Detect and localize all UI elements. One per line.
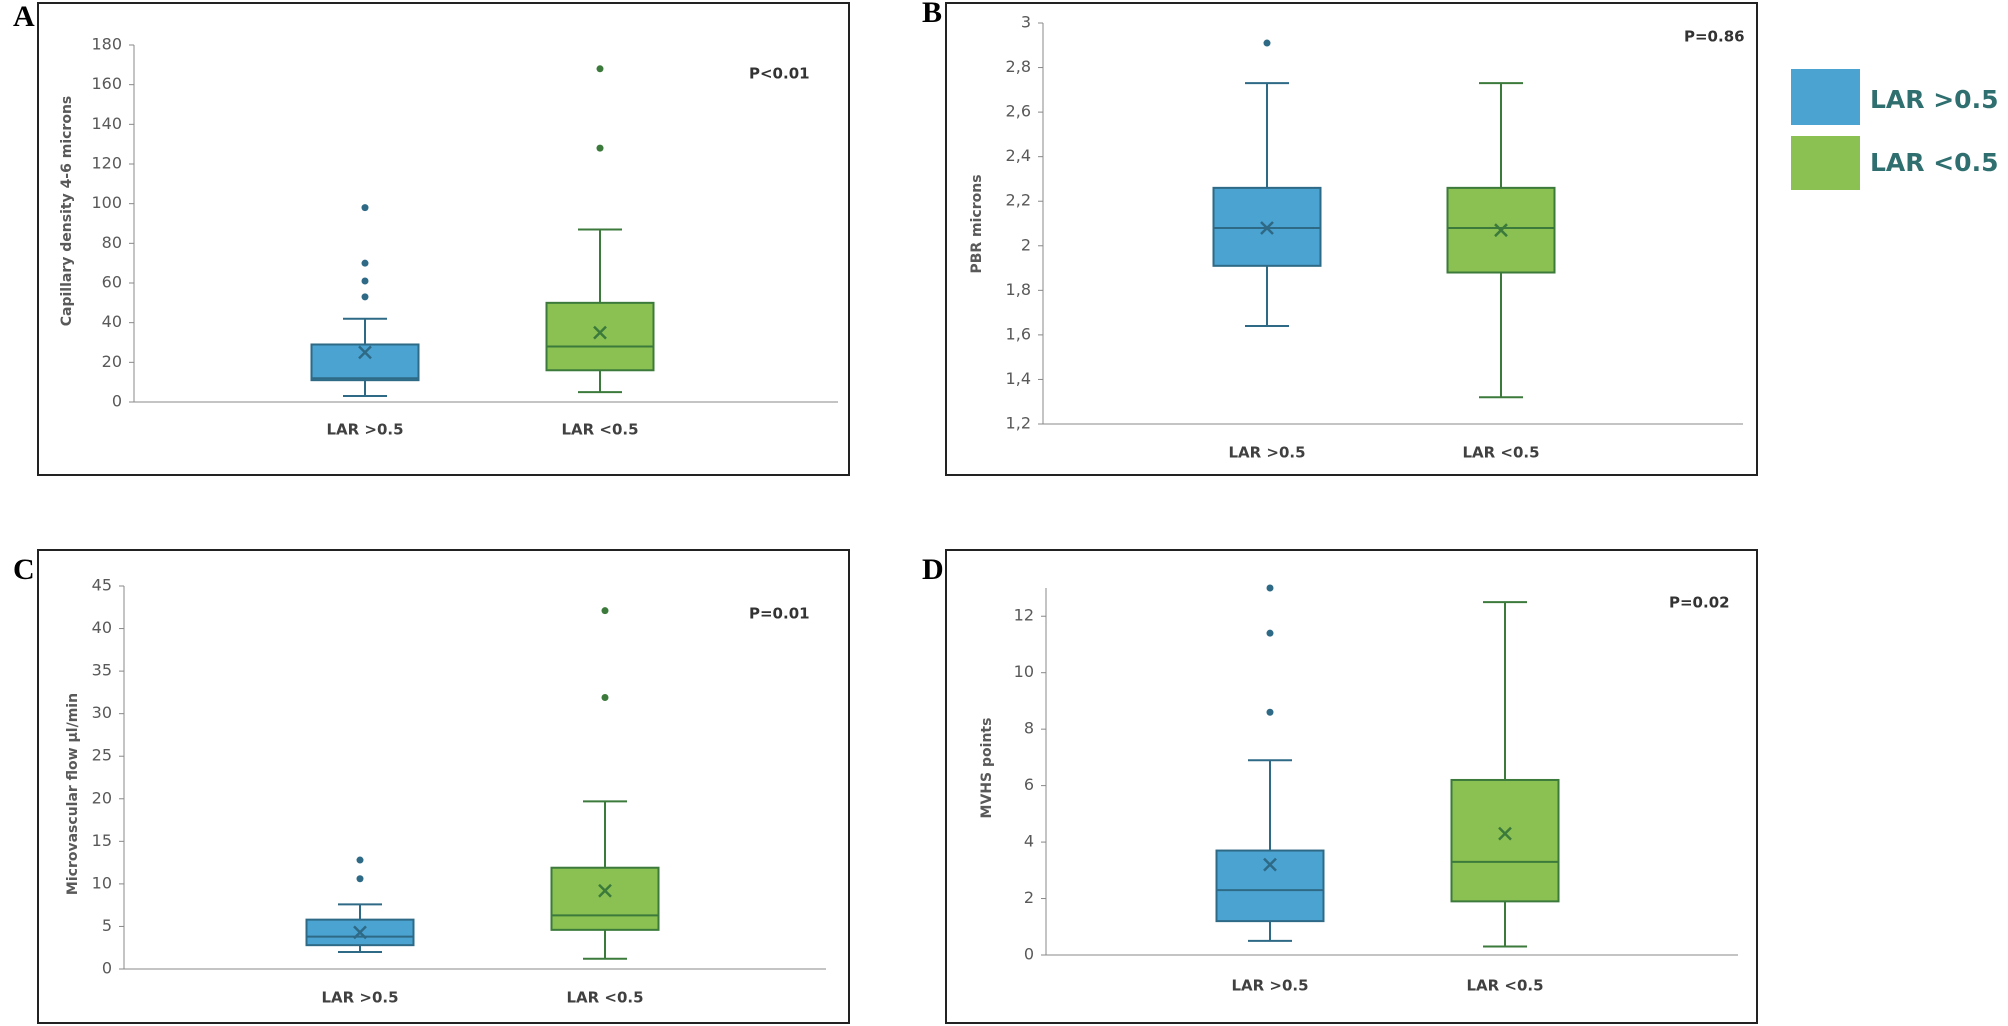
x-tick-label: LAR <0.5 bbox=[1466, 977, 1543, 995]
x-tick-label: LAR >0.5 bbox=[321, 989, 398, 1007]
panel-label: B bbox=[922, 0, 942, 29]
panel-label: D bbox=[922, 553, 944, 586]
outlier bbox=[1266, 708, 1274, 716]
outlier bbox=[1263, 39, 1271, 47]
panel-frame bbox=[945, 2, 1758, 476]
y-tick-label: 10 bbox=[1014, 662, 1034, 681]
mean-marker bbox=[1260, 221, 1274, 235]
y-tick-label: 0 bbox=[102, 959, 112, 978]
outlier bbox=[356, 856, 364, 864]
y-tick-label: 2 bbox=[1021, 235, 1031, 254]
mean-marker bbox=[1498, 826, 1512, 841]
p-value: P<0.01 bbox=[749, 65, 810, 83]
outlier bbox=[361, 259, 369, 267]
panel-label: A bbox=[13, 0, 35, 33]
legend-label: LAR >0.5 bbox=[1870, 85, 1998, 114]
y-tick-label: 25 bbox=[92, 746, 112, 765]
mean-marker bbox=[1494, 223, 1508, 238]
y-tick-label: 80 bbox=[102, 233, 122, 252]
y-tick-label: 1,8 bbox=[1006, 280, 1031, 299]
legend-swatch bbox=[1791, 136, 1860, 190]
p-value: P=0.86 bbox=[1684, 28, 1745, 46]
outlier bbox=[1266, 629, 1274, 637]
panel-frame bbox=[37, 2, 850, 476]
p-value: P=0.01 bbox=[749, 605, 810, 623]
box bbox=[545, 301, 655, 372]
outlier bbox=[361, 204, 369, 212]
y-tick-label: 2,8 bbox=[1006, 57, 1031, 76]
y-tick-label: 15 bbox=[92, 831, 112, 850]
outlier bbox=[596, 65, 604, 73]
y-axis-label: MVHS points bbox=[979, 718, 995, 819]
y-tick-label: 40 bbox=[102, 312, 122, 331]
outlier bbox=[361, 293, 369, 301]
mean-marker bbox=[358, 345, 372, 360]
y-tick-label: 60 bbox=[102, 273, 122, 292]
y-tick-label: 1,2 bbox=[1006, 414, 1031, 433]
y-tick-label: 12 bbox=[1014, 606, 1034, 625]
panel-label: C bbox=[13, 553, 35, 586]
y-tick-label: 2 bbox=[1024, 888, 1034, 907]
y-tick-label: 140 bbox=[91, 114, 122, 133]
y-tick-label: 20 bbox=[92, 788, 112, 807]
y-axis-label: PBR microns bbox=[969, 174, 985, 273]
x-tick-label: LAR >0.5 bbox=[326, 421, 403, 439]
outlier bbox=[1266, 584, 1274, 592]
y-tick-label: 2,4 bbox=[1006, 146, 1031, 165]
legend-label: LAR <0.5 bbox=[1870, 148, 1998, 177]
x-tick-label: LAR <0.5 bbox=[561, 421, 638, 439]
y-tick-label: 40 bbox=[92, 618, 112, 637]
mean-marker bbox=[598, 883, 612, 898]
mean-marker bbox=[1263, 857, 1277, 872]
y-tick-label: 8 bbox=[1024, 719, 1034, 738]
y-tick-label: 120 bbox=[91, 154, 122, 173]
y-axis-label: Capillary density 4-6 microns bbox=[59, 96, 75, 326]
outlier bbox=[356, 875, 364, 883]
y-tick-label: 10 bbox=[92, 873, 112, 892]
outlier bbox=[361, 277, 369, 285]
box bbox=[1215, 849, 1325, 923]
x-tick-label: LAR >0.5 bbox=[1231, 977, 1308, 995]
y-tick-label: 2,2 bbox=[1006, 191, 1031, 210]
y-tick-label: 20 bbox=[102, 352, 122, 371]
y-tick-label: 6 bbox=[1024, 775, 1034, 794]
y-tick-label: 3 bbox=[1021, 13, 1031, 32]
y-axis-label: Microvascular flow µl/min bbox=[65, 693, 81, 895]
panel-frame bbox=[945, 549, 1758, 1024]
y-tick-label: 4 bbox=[1024, 832, 1034, 851]
y-tick-label: 0 bbox=[112, 392, 122, 411]
x-tick-label: LAR <0.5 bbox=[566, 989, 643, 1007]
y-tick-label: 0 bbox=[1024, 945, 1034, 964]
y-tick-label: 100 bbox=[91, 193, 122, 212]
mean-marker bbox=[353, 925, 367, 940]
y-tick-label: 30 bbox=[92, 703, 112, 722]
y-tick-label: 160 bbox=[91, 74, 122, 93]
outlier bbox=[601, 693, 609, 701]
y-tick-label: 5 bbox=[102, 916, 112, 935]
mean-marker bbox=[593, 325, 607, 340]
legend-swatch bbox=[1791, 69, 1860, 125]
box bbox=[310, 343, 420, 382]
box bbox=[1450, 778, 1560, 903]
box bbox=[550, 866, 660, 931]
y-tick-label: 45 bbox=[92, 576, 112, 595]
x-tick-label: LAR <0.5 bbox=[1462, 444, 1539, 462]
y-tick-label: 1,6 bbox=[1006, 324, 1031, 343]
y-tick-label: 1,4 bbox=[1006, 369, 1031, 388]
y-tick-label: 2,6 bbox=[1006, 102, 1031, 121]
y-tick-label: 180 bbox=[91, 35, 122, 54]
outlier bbox=[596, 144, 604, 152]
panel-frame bbox=[37, 549, 850, 1024]
p-value: P=0.02 bbox=[1669, 594, 1730, 612]
outlier bbox=[601, 607, 609, 615]
y-tick-label: 35 bbox=[92, 661, 112, 680]
x-tick-label: LAR >0.5 bbox=[1228, 444, 1305, 462]
